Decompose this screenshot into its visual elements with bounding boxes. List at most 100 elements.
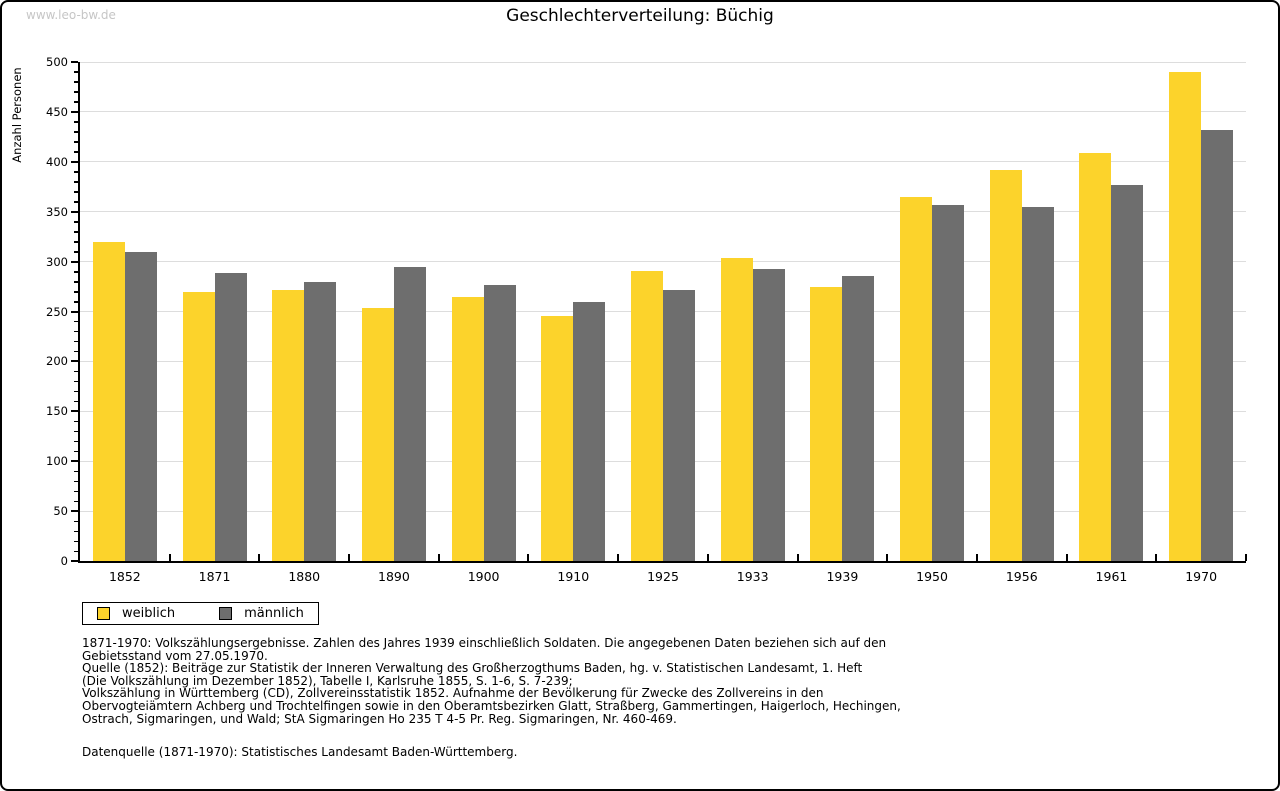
- y-minor-tick: [74, 550, 78, 553]
- y-minor-tick: [74, 530, 78, 533]
- bar-männlich-1900: [483, 284, 516, 561]
- y-minor-tick: [74, 271, 78, 273]
- y-minor-tick: [74, 191, 78, 193]
- x-boundary-tick: [706, 554, 709, 561]
- y-minor-tick: [74, 440, 78, 443]
- chart-title: Geschlechterverteilung: Büchig: [506, 6, 774, 26]
- y-minor-tick: [74, 540, 78, 543]
- y-major-tick: [71, 110, 78, 113]
- legend-swatch-weiblich: [97, 607, 110, 620]
- x-boundary-tick: [437, 554, 440, 561]
- legend-item-weiblich: weiblich: [97, 606, 175, 621]
- y-major-tick: [71, 260, 78, 263]
- bar-männlich-1910: [573, 301, 606, 561]
- y-minor-tick: [74, 81, 78, 83]
- y-minor-tick: [74, 450, 78, 453]
- footnote-text: 1871-1970: Volkszählungsergebnisse. Zahl…: [82, 636, 901, 726]
- gridline: [80, 111, 1246, 113]
- bar-männlich-1950: [932, 204, 965, 561]
- y-minor-tick: [74, 520, 78, 523]
- y-major-tick: [71, 460, 78, 463]
- legend-item-männlich: männlich: [219, 606, 304, 621]
- x-tick-label: 1900: [467, 569, 500, 584]
- y-minor-tick: [74, 380, 78, 383]
- y-minor-tick: [74, 480, 78, 483]
- x-boundary-tick: [527, 554, 530, 561]
- x-tick-label: 1933: [736, 569, 769, 584]
- y-minor-tick: [74, 390, 78, 393]
- bar-männlich-1939: [842, 275, 875, 561]
- y-tick-label: 0: [60, 554, 68, 568]
- bar-männlich-1925: [663, 289, 695, 561]
- y-minor-tick: [74, 430, 78, 433]
- y-tick-label: 300: [46, 254, 68, 269]
- bar-männlich-1852: [124, 251, 157, 561]
- y-minor-tick: [74, 301, 78, 303]
- bar-männlich-1970: [1201, 129, 1234, 561]
- bar-männlich-1871: [214, 272, 247, 561]
- y-tick-label: 400: [46, 154, 68, 169]
- bar-weiblich-1880: [272, 289, 305, 561]
- x-tick-label: 1956: [1005, 569, 1038, 584]
- y-major-tick: [71, 61, 78, 63]
- x-tick-label: 1939: [826, 569, 859, 584]
- y-tick-label: 150: [46, 404, 68, 419]
- x-boundary-tick: [258, 554, 261, 561]
- x-tick-label: 1910: [557, 569, 590, 584]
- y-minor-tick: [74, 350, 78, 353]
- y-minor-tick: [74, 131, 78, 133]
- y-minor-tick: [74, 71, 78, 73]
- x-boundary-tick: [168, 554, 171, 561]
- x-boundary-tick: [975, 554, 978, 561]
- y-minor-tick: [74, 121, 78, 123]
- bar-weiblich-1852: [92, 241, 125, 561]
- gridline: [80, 161, 1246, 163]
- y-tick-label: 350: [46, 204, 68, 219]
- y-major-tick: [71, 560, 78, 562]
- y-tick-label: 100: [46, 454, 68, 469]
- bar-männlich-1956: [1021, 206, 1054, 561]
- bar-weiblich-1900: [451, 296, 484, 561]
- y-minor-tick: [74, 221, 78, 223]
- bar-weiblich-1910: [541, 315, 574, 561]
- y-minor-tick: [74, 281, 78, 283]
- plot-area: 0 50 100 150 200 250 300 350 400 450 500 1852 1871 18…: [46, 55, 1247, 584]
- y-minor-tick: [74, 470, 78, 473]
- x-tick-label: 1961: [1095, 569, 1128, 584]
- y-minor-tick: [74, 141, 78, 143]
- y-major-tick: [71, 210, 78, 213]
- y-minor-tick: [74, 91, 78, 93]
- bar-weiblich-1871: [182, 291, 215, 561]
- bar-weiblich-1925: [631, 270, 663, 561]
- legend-label: männlich: [244, 606, 304, 621]
- y-minor-tick: [74, 400, 78, 403]
- x-axis-line: [78, 561, 1246, 563]
- bar-weiblich-1939: [810, 286, 843, 561]
- datasource-text: Datenquelle (1871-1970): Statistisches L…: [82, 745, 518, 759]
- legend-box: weiblich männlich: [82, 602, 319, 625]
- y-minor-tick: [74, 370, 78, 373]
- y-major-tick: [71, 410, 78, 413]
- bar-weiblich-1950: [900, 196, 933, 561]
- bar-männlich-1933: [752, 268, 785, 561]
- y-minor-tick: [74, 500, 78, 503]
- legend-label: weiblich: [122, 606, 176, 621]
- y-axis-title: Anzahl Personen: [10, 67, 24, 163]
- x-tick-label: 1871: [198, 569, 231, 584]
- bar-weiblich-1890: [361, 307, 394, 561]
- y-minor-tick: [74, 171, 78, 173]
- y-major-tick: [71, 310, 78, 313]
- bar-weiblich-1970: [1169, 71, 1202, 561]
- y-minor-tick: [74, 241, 78, 243]
- y-minor-tick: [74, 420, 78, 423]
- x-boundary-tick: [617, 554, 620, 561]
- bar-weiblich-1933: [720, 257, 753, 561]
- bar-männlich-1890: [393, 266, 426, 561]
- bar-weiblich-1956: [989, 169, 1022, 561]
- y-tick-label: 50: [53, 504, 68, 519]
- y-tick-label: 250: [46, 304, 68, 319]
- y-minor-tick: [74, 251, 78, 253]
- x-tick-label: 1880: [288, 569, 321, 584]
- y-minor-tick: [74, 151, 78, 153]
